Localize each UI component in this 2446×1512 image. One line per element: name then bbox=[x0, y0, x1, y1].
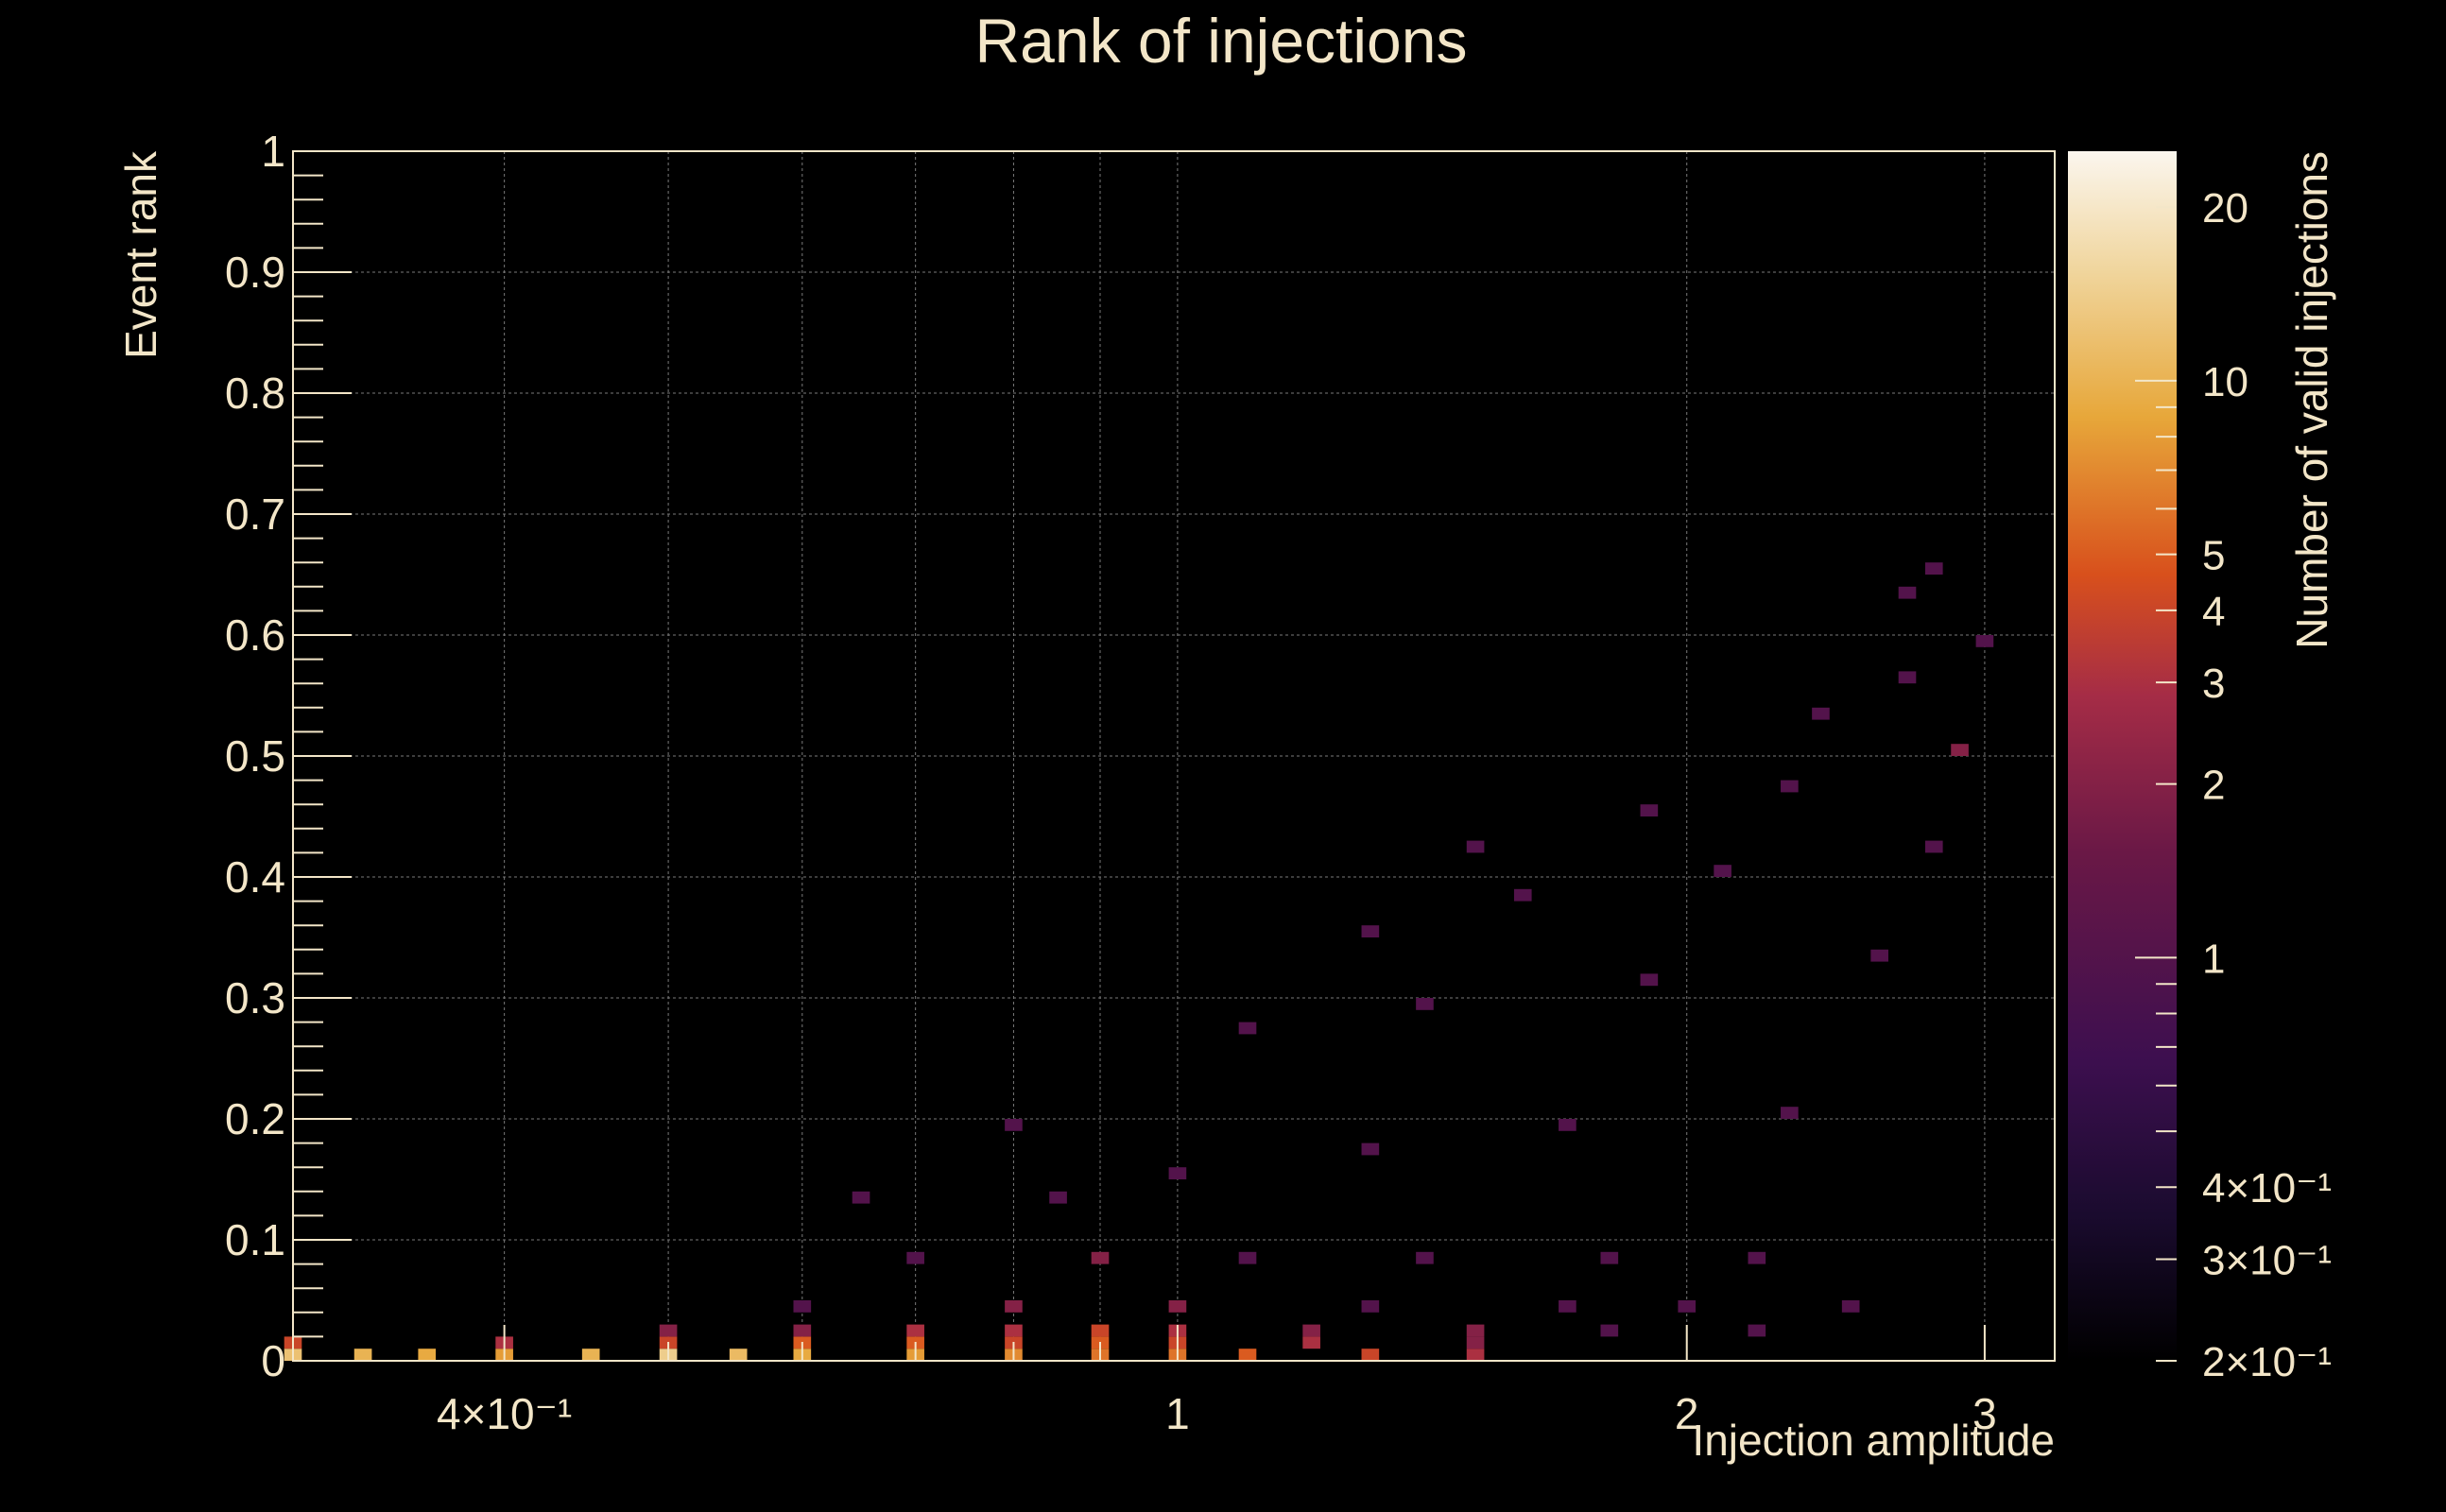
heatmap-cell bbox=[1238, 1251, 1257, 1264]
y-tick-label: 0.2 bbox=[225, 1094, 285, 1143]
heatmap-cell bbox=[1559, 1300, 1576, 1313]
y-tick-label: 0.7 bbox=[225, 490, 285, 539]
heatmap-cell bbox=[1951, 744, 1969, 756]
heatmap-cell bbox=[1678, 1300, 1697, 1313]
x-axis-label: Injection amplitude bbox=[1692, 1416, 2055, 1465]
x-tick-label: 1 bbox=[1165, 1389, 1190, 1438]
heatmap-cell bbox=[793, 1300, 812, 1313]
heatmap-cell bbox=[1361, 925, 1380, 937]
heatmap-cell bbox=[1812, 707, 1830, 720]
y-tick-label: 0.4 bbox=[225, 852, 285, 902]
heatmap-cell bbox=[1898, 586, 1917, 599]
heatmap-cell bbox=[1870, 949, 1888, 962]
heatmap-cell bbox=[1005, 1119, 1023, 1131]
heatmap-cell bbox=[1238, 1349, 1257, 1361]
colorbar-ticks: 2×10⁻¹ 3×10⁻¹ 4×10⁻¹ 1 2 3 4 5 10 20 bbox=[2135, 185, 2332, 1385]
heatmap-cells bbox=[284, 562, 1994, 1361]
heatmap-cell bbox=[1005, 1324, 1023, 1337]
heatmap-cell bbox=[581, 1349, 600, 1361]
chart-title: Rank of injections bbox=[975, 6, 1468, 76]
y-axis-ticks: 0 0.1 0.2 0.3 0.4 0.5 0.6 0.7 0.8 0.9 1 bbox=[225, 127, 352, 1385]
heatmap-cell bbox=[1005, 1300, 1023, 1313]
heatmap-cell bbox=[1640, 804, 1659, 816]
colorbar-tick-label: 5 bbox=[2202, 533, 2225, 579]
heatmap-cell bbox=[793, 1324, 812, 1337]
y-tick-label: 0.6 bbox=[225, 610, 285, 660]
heatmap-cell bbox=[1302, 1324, 1320, 1337]
colorbar-tick-label: 10 bbox=[2202, 359, 2248, 405]
heatmap-cell bbox=[1168, 1167, 1187, 1179]
heatmap-cell bbox=[1361, 1143, 1380, 1156]
heatmap-cell bbox=[1559, 1119, 1576, 1131]
heatmap-cell bbox=[1302, 1336, 1320, 1349]
heatmap-cell bbox=[906, 1251, 924, 1264]
x-axis-ticks: 4×10⁻¹ 1 2 3 bbox=[292, 1325, 1997, 1438]
heatmap-cell bbox=[1781, 1107, 1799, 1119]
heatmap-cell bbox=[1975, 635, 1994, 647]
heatmap-cell bbox=[1361, 1300, 1380, 1313]
x-tick-label: 4×10⁻¹ bbox=[437, 1389, 572, 1438]
heatmap-cell bbox=[1466, 1349, 1485, 1361]
heatmap-cell bbox=[906, 1324, 924, 1337]
heatmap-cell bbox=[1361, 1349, 1380, 1361]
colorbar-tick-label: 3 bbox=[2202, 661, 2225, 707]
colorbar-tick-label: 4 bbox=[2202, 589, 2225, 635]
y-tick-label: 0.5 bbox=[225, 731, 285, 781]
heatmap-cell bbox=[1168, 1300, 1187, 1313]
y-tick-label: 0.3 bbox=[225, 973, 285, 1022]
heatmap-cell bbox=[729, 1349, 748, 1361]
heatmap-cell bbox=[418, 1349, 437, 1361]
colorbar-tick-label: 3×10⁻¹ bbox=[2202, 1238, 2332, 1284]
heatmap-cell bbox=[852, 1191, 870, 1204]
colorbar-tick-label: 4×10⁻¹ bbox=[2202, 1165, 2332, 1211]
heatmap-cell bbox=[1091, 1324, 1110, 1337]
heatmap-cell bbox=[1924, 840, 1943, 853]
heatmap-cell bbox=[1841, 1300, 1860, 1313]
heatmap-cell bbox=[1091, 1251, 1110, 1264]
heatmap-cell bbox=[659, 1324, 678, 1337]
heatmap-cell bbox=[1600, 1324, 1619, 1337]
heatmap-cell bbox=[1640, 973, 1659, 987]
heatmap-cell bbox=[1781, 780, 1799, 793]
colorbar-tick-label: 20 bbox=[2202, 185, 2248, 232]
heatmap-cell bbox=[1600, 1251, 1619, 1264]
x-tick-label: 3 bbox=[1972, 1389, 1997, 1438]
heatmap-cell bbox=[1466, 840, 1485, 853]
heatmap-cell bbox=[1748, 1251, 1766, 1264]
heatmap-cell bbox=[1049, 1191, 1067, 1204]
y-tick-label: 0.9 bbox=[225, 248, 285, 297]
heatmap-cell bbox=[1714, 865, 1731, 877]
heatmap-cell bbox=[1466, 1324, 1485, 1337]
heatmap-cell bbox=[1924, 562, 1943, 575]
colorbar-tick-label: 2×10⁻¹ bbox=[2202, 1339, 2332, 1385]
heatmap-cell bbox=[1238, 1022, 1257, 1035]
heatmap-cell bbox=[1416, 1251, 1434, 1264]
heatmap-cell bbox=[1513, 888, 1532, 902]
heatmap-cell bbox=[1466, 1336, 1485, 1349]
colorbar-tick-label: 1 bbox=[2202, 936, 2225, 982]
colorbar bbox=[2068, 151, 2177, 1361]
heatmap-cell bbox=[1898, 671, 1917, 684]
colorbar-label: Number of valid injections bbox=[2287, 151, 2336, 649]
y-tick-label: 0.8 bbox=[225, 369, 285, 418]
colorbar-tick-label: 2 bbox=[2202, 763, 2225, 809]
y-axis-label: Event rank bbox=[116, 150, 165, 359]
y-tick-label: 0.1 bbox=[225, 1215, 285, 1264]
heatmap-cell bbox=[1416, 998, 1434, 1010]
heatmap-cell bbox=[1748, 1324, 1766, 1337]
heatmap-cell bbox=[353, 1349, 372, 1361]
y-tick-label: 1 bbox=[261, 127, 285, 176]
x-tick-label: 2 bbox=[1675, 1389, 1699, 1438]
y-tick-label: 0 bbox=[261, 1336, 285, 1385]
